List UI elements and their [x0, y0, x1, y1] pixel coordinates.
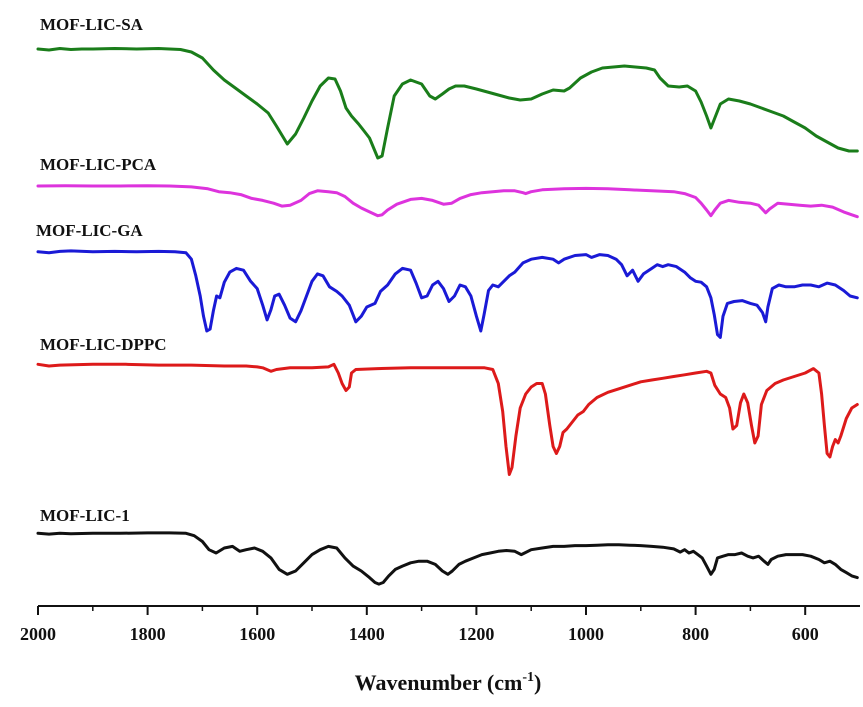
series-line-mof-lic-pca: [36, 184, 859, 219]
series-label-mof-lic-dppc: MOF-LIC-DPPC: [40, 335, 167, 354]
x-tick-label: 1400: [349, 624, 385, 644]
x-tick-label: 1200: [458, 624, 494, 644]
x-tick-label: 600: [792, 624, 819, 644]
series-label-mof-lic-ga: MOF-LIC-GA: [36, 221, 143, 240]
series-label-mof-lic-1: MOF-LIC-1: [40, 506, 130, 525]
x-tick-label: 1000: [568, 624, 604, 644]
spectra-layer: [36, 47, 859, 586]
x-tick-label: 1800: [130, 624, 166, 644]
series-label-mof-lic-sa: MOF-LIC-SA: [40, 15, 144, 34]
x-axis-title-superscript: -1: [522, 670, 534, 685]
x-tick-label: 800: [682, 624, 709, 644]
x-axis: 2000 1800 1600 1400 1200 1000 800 600: [20, 605, 860, 644]
series-line-mof-lic-sa: [36, 47, 859, 160]
x-axis-title-main: Wavenumber (cm: [355, 670, 523, 695]
x-tick-label: 2000: [20, 624, 56, 644]
series-label-mof-lic-pca: MOF-LIC-PCA: [40, 155, 157, 174]
series-line-mof-lic-ga: [36, 249, 859, 339]
series-labels-layer: MOF-LIC-SA MOF-LIC-PCA MOF-LIC-GA MOF-LIC-D…: [36, 15, 167, 525]
x-axis-title-close: ): [534, 670, 541, 695]
series-line-mof-lic-1: [36, 531, 859, 586]
series-line-mof-lic-dppc: [36, 362, 859, 476]
x-axis-title: Wavenumber (cm-1): [355, 670, 542, 695]
x-tick-label: 1600: [239, 624, 275, 644]
